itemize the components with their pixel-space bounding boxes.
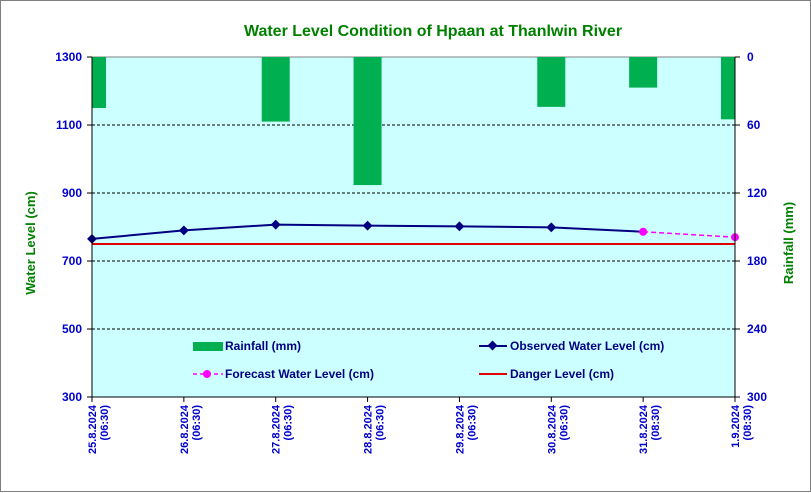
- x-tick-label: 30.8.2024(06:30): [546, 404, 570, 454]
- y-tick-label-left: 1300: [55, 50, 82, 64]
- legend-forecast-label: Forecast Water Level (cm): [225, 367, 374, 381]
- axes: 1300 0 1100 60 900 120 700 180 500 240 300 300 25.8.…: [55, 50, 767, 454]
- observed-point: [454, 221, 465, 232]
- rainfall-bar: [92, 57, 106, 108]
- y-axis-label-right: Rainfall (mm): [781, 202, 796, 284]
- forecast-line: [643, 231, 736, 238]
- plot-area: [91, 56, 736, 398]
- chart-title: Water Level Condition of Hpaan at Thanlw…: [244, 23, 622, 40]
- y-tick-label-left: 300: [62, 390, 82, 404]
- x-tick-label-time: (06:30): [99, 405, 111, 441]
- observed-point: [546, 222, 557, 233]
- x-tick-label-date: 29.8.2024: [454, 404, 466, 454]
- x-tick-label-time: (06:30): [191, 405, 203, 441]
- legend-forecast-marker: [203, 370, 211, 378]
- x-tick-label-time: (06:30): [558, 405, 570, 441]
- x-tick-label-date: 28.8.2024: [363, 404, 375, 454]
- legend-observed-marker: [487, 340, 498, 351]
- y-tick-label-right: 120: [747, 186, 767, 200]
- y-tick-label-left: 500: [62, 322, 82, 336]
- y-tick-label-right: 60: [747, 118, 761, 132]
- rainfall-bar: [261, 57, 290, 122]
- x-tick-label-time: (06:30): [466, 405, 478, 441]
- x-tick-label-date: 1.9.2024: [730, 404, 742, 448]
- x-tick-label-time: (06:30): [375, 405, 387, 441]
- x-tick-label-date: 26.8.2024: [179, 404, 191, 454]
- x-tick-label-date: 30.8.2024: [546, 404, 558, 454]
- observed-point: [178, 225, 189, 236]
- y-tick-label-right: 180: [747, 254, 767, 268]
- x-tick-label: 26.8.2024(06:30): [179, 404, 203, 454]
- x-tick-label-date: 27.8.2024: [271, 404, 283, 454]
- legend-observed-label: Observed Water Level (cm): [510, 339, 664, 353]
- y-tick-label-left: 1100: [56, 118, 82, 132]
- rainfall-bars: [92, 57, 735, 186]
- x-tick-label: 1.9.2024(08:30): [730, 404, 754, 448]
- x-tick-label: 28.8.2024(06:30): [363, 404, 387, 454]
- x-tick-label-time: (08:30): [650, 405, 662, 441]
- y-tick-label-right: 0: [747, 50, 754, 64]
- rainfall-bar: [629, 57, 658, 88]
- x-tick-label: 29.8.2024(06:30): [454, 404, 478, 454]
- rainfall-bar: [721, 57, 735, 120]
- rainfall-bar: [537, 57, 566, 107]
- gridlines: [92, 124, 735, 330]
- y-tick-label-left: 700: [62, 254, 82, 268]
- forecast-point: [639, 227, 648, 236]
- x-tick-label-time: (08:30): [742, 405, 754, 441]
- x-tick-label-date: 25.8.2024: [87, 404, 99, 454]
- y-tick-label-right: 240: [747, 322, 767, 336]
- legend-danger-label: Danger Level (cm): [510, 367, 614, 381]
- x-tick-label-time: (06:30): [283, 405, 295, 441]
- legend-rainfall-label: Rainfall (mm): [225, 339, 301, 353]
- y-tick-label-right: 300: [747, 390, 767, 404]
- x-tick-label-date: 31.8.2024: [638, 404, 650, 454]
- observed-point: [362, 220, 373, 231]
- legend-rainfall-swatch: [193, 342, 223, 351]
- y-tick-label-left: 900: [62, 186, 82, 200]
- x-tick-label: 27.8.2024(06:30): [271, 404, 295, 454]
- rainfall-bar: [353, 57, 382, 186]
- y-axis-label-left: Water Level (cm): [23, 191, 38, 295]
- observed-point: [270, 219, 281, 230]
- x-tick-label: 25.8.2024(06:30): [87, 404, 111, 454]
- x-tick-label: 31.8.2024(08:30): [638, 404, 662, 454]
- legend: Rainfall (mm) Observed Water Level (cm) …: [193, 339, 664, 381]
